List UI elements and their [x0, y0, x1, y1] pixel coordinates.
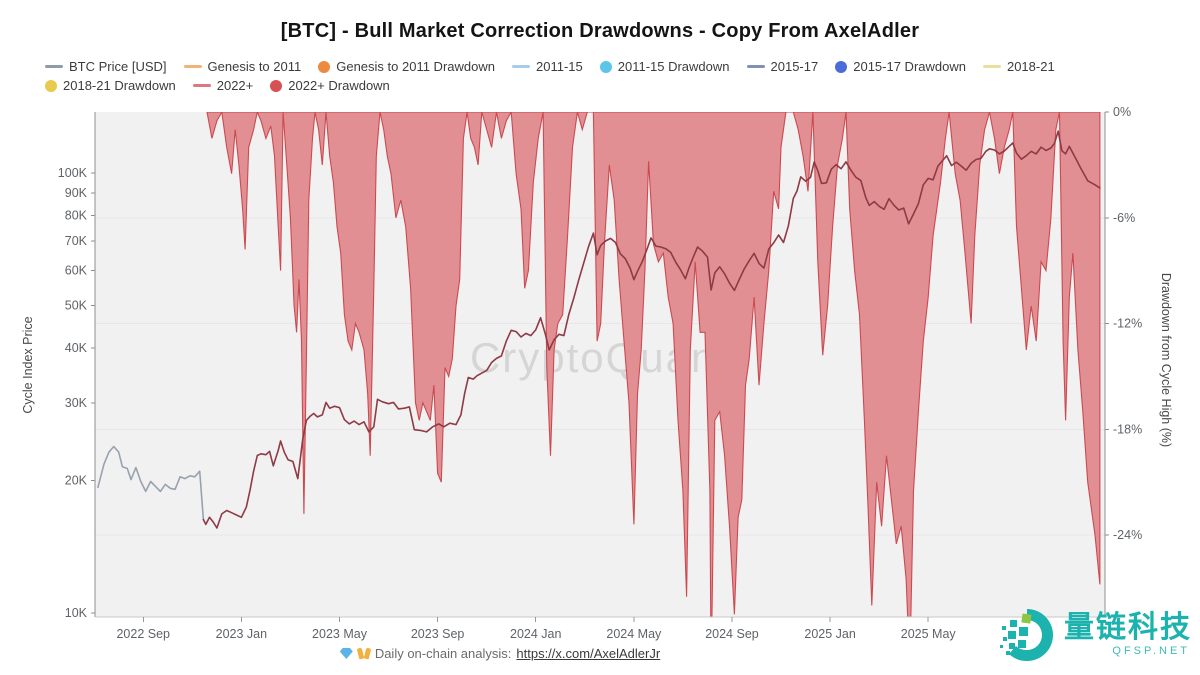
y-left-tick-label: 70K: [65, 234, 88, 248]
y-left-tick-label: 10K: [65, 606, 88, 620]
x-tick-label: 2024 Jan: [510, 627, 561, 641]
legend-item-label: 2011-15 Drawdown: [617, 59, 730, 74]
footer-text: Daily on-chain analysis:: [374, 646, 512, 661]
x-tick-label: 2022 Sep: [116, 627, 170, 641]
legend-dot-swatch: [318, 60, 331, 73]
chart-footer: Daily on-chain analysis: https://x.com/A…: [0, 646, 1000, 661]
y-left-tick-label: 60K: [65, 264, 88, 278]
y-left-tick-label: 100K: [58, 166, 88, 180]
legend-item-label: BTC Price [USD]: [69, 59, 167, 74]
x-tick-label: 2023 May: [312, 627, 368, 641]
x-tick-label: 2025 Jan: [804, 627, 855, 641]
page-title: [BTC] - Bull Market Correction Drawdowns…: [280, 20, 920, 42]
price-line-2022plus: [202, 130, 1101, 529]
series-layer: [97, 112, 1101, 617]
legend-dot-swatch: [270, 79, 283, 92]
legend-dot-swatch: [599, 60, 612, 73]
y-left-tick-label: 80K: [65, 209, 88, 223]
chart-legend: BTC Price [USD] Genesis to 2011 Genesis to…: [45, 59, 1170, 97]
y-right-tick-label: -24%: [1113, 528, 1142, 542]
legend-item-label: Genesis to 2011 Drawdown: [336, 59, 495, 74]
x-tick-label: 2024 Sep: [705, 627, 759, 641]
y-left-tick-label: 20K: [65, 474, 88, 488]
legend-row: 2018-21 Drawdown 2022+ 2022+ Drawdown: [45, 78, 1170, 93]
legend-item[interactable]: BTC Price [USD]: [45, 59, 167, 74]
y-right-tick-label: -18%: [1113, 422, 1142, 436]
axes: [91, 111, 1109, 622]
legend-item-label: 2018-21: [1006, 59, 1055, 74]
x-tick-label: 2024 May: [606, 627, 662, 641]
y-left-tick-label: 30K: [65, 396, 88, 410]
y-left-tick-label: 40K: [65, 341, 88, 355]
legend-item[interactable]: 2018-21: [982, 59, 1055, 74]
drawdown-area-2022plus: [206, 112, 1101, 617]
y-left-tick-label: 90K: [65, 186, 88, 200]
legend-item-label: 2011-15: [535, 59, 583, 74]
price-line-btc-usd: [97, 445, 205, 521]
legend-item[interactable]: Genesis to 2011 Drawdown: [318, 59, 495, 74]
legend-item[interactable]: 2011-15 Drawdown: [599, 59, 730, 74]
legend-line-swatch: [45, 65, 63, 68]
legend-item-label: 2022+: [216, 78, 254, 93]
diamond-icon: [339, 648, 353, 659]
legend-row: BTC Price [USD] Genesis to 2011 Genesis to…: [45, 59, 1170, 74]
legend-line-swatch: [982, 65, 1001, 68]
brand-logo-subtext: QFSP.NET: [1112, 645, 1190, 657]
legend-item[interactable]: 2011-15: [511, 59, 583, 74]
legend-line-swatch: [192, 84, 211, 87]
brand-logo-text: 量链科技: [1064, 611, 1192, 644]
y-right-tick-label: 0%: [1113, 105, 1131, 119]
brand-logo-icon: [1000, 609, 1053, 662]
legend-line-swatch: [183, 65, 202, 68]
y-right-tick-label: -12%: [1113, 317, 1142, 331]
legend-dot-swatch: [45, 79, 57, 92]
x-tick-label: 2023 Jan: [216, 627, 267, 641]
footer-link[interactable]: https://x.com/AxelAdlerJr: [516, 646, 661, 661]
x-tick-label: 2023 Sep: [411, 627, 465, 641]
y-right-axis-title: Drawdown from Cycle High (%): [1159, 273, 1173, 447]
legend-item[interactable]: 2015-17 Drawdown: [835, 59, 966, 74]
legend-line-swatch: [511, 65, 530, 68]
legend-item[interactable]: Genesis to 2011: [183, 59, 302, 74]
legend-item-label: 2022+ Drawdown: [288, 78, 390, 93]
legend-item-label: 2015-17: [770, 59, 819, 74]
legend-item[interactable]: 2015-17: [746, 59, 819, 74]
legend-item[interactable]: 2022+: [192, 78, 254, 93]
y-right-tick-label: -6%: [1113, 211, 1135, 225]
legend-item-label: 2018-21 Drawdown: [63, 78, 176, 93]
legend-item-label: 2015-17 Drawdown: [853, 59, 966, 74]
y-left-tick-label: 50K: [65, 298, 88, 312]
legend-item[interactable]: 2018-21 Drawdown: [45, 78, 176, 93]
legend-item-label: Genesis to 2011: [207, 59, 302, 74]
legend-line-swatch: [746, 65, 765, 68]
y-left-axis-title: Cycle Index Price: [21, 316, 35, 413]
legend-dot-swatch: [835, 60, 848, 73]
x-tick-label: 2025 May: [901, 627, 957, 641]
raised-hands-icon: [356, 647, 372, 660]
brand-logo: 量链科技 QFSP.NET: [998, 606, 1192, 664]
legend-item[interactable]: 2022+ Drawdown: [270, 78, 390, 93]
